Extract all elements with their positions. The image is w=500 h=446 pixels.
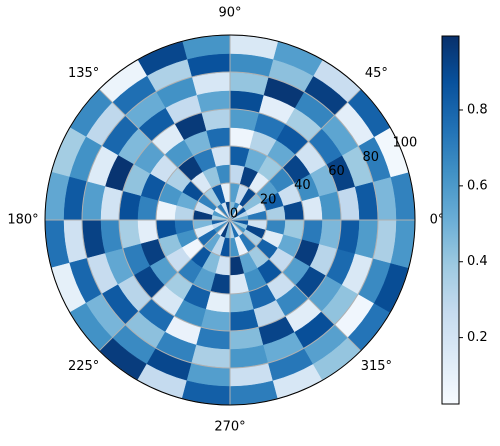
theta-tick-label: 180° bbox=[7, 213, 38, 228]
cell bbox=[229, 309, 260, 332]
theta-tick-label: 0° bbox=[430, 213, 445, 228]
theta-tick-label: 45° bbox=[365, 66, 388, 81]
colorbar-tick-label: 0.6 bbox=[467, 178, 488, 193]
theta-grid bbox=[229, 88, 362, 221]
cell bbox=[118, 190, 141, 221]
wedges bbox=[44, 34, 416, 406]
polar-frame bbox=[44, 34, 416, 406]
r-tick-label: 0 bbox=[230, 207, 238, 222]
grid bbox=[44, 34, 416, 406]
theta-grid bbox=[98, 219, 231, 352]
r-tick-label: 60 bbox=[328, 164, 345, 179]
r-tick-label: 40 bbox=[294, 178, 311, 193]
cell bbox=[229, 108, 260, 131]
theta-tick-label: 315° bbox=[361, 359, 392, 374]
labels: 0 20 40 60 80 100 0° 45° 90° 135° 180° 225° 270° 315° bbox=[7, 6, 444, 435]
cell bbox=[200, 108, 231, 131]
theta-tick-label: 270° bbox=[214, 420, 245, 435]
theta-tick-label: 225° bbox=[68, 359, 99, 374]
colorbar bbox=[441, 35, 460, 405]
colorbar-tick-label: 0.4 bbox=[467, 254, 488, 269]
theta-tick-label: 90° bbox=[218, 6, 241, 21]
cell bbox=[200, 309, 231, 332]
cell bbox=[118, 219, 141, 250]
cell bbox=[319, 219, 342, 250]
r-tick-label: 20 bbox=[260, 192, 277, 207]
theta-tick-label: 135° bbox=[68, 66, 99, 81]
r-tick-label: 100 bbox=[393, 136, 418, 151]
colorbar-tick-label: 0.2 bbox=[467, 330, 488, 345]
theta-grid bbox=[229, 219, 362, 352]
r-tick-label: 80 bbox=[362, 150, 379, 165]
cell bbox=[319, 190, 342, 221]
colorbar-tick-label: 0.8 bbox=[467, 102, 488, 117]
theta-grid bbox=[98, 88, 231, 221]
